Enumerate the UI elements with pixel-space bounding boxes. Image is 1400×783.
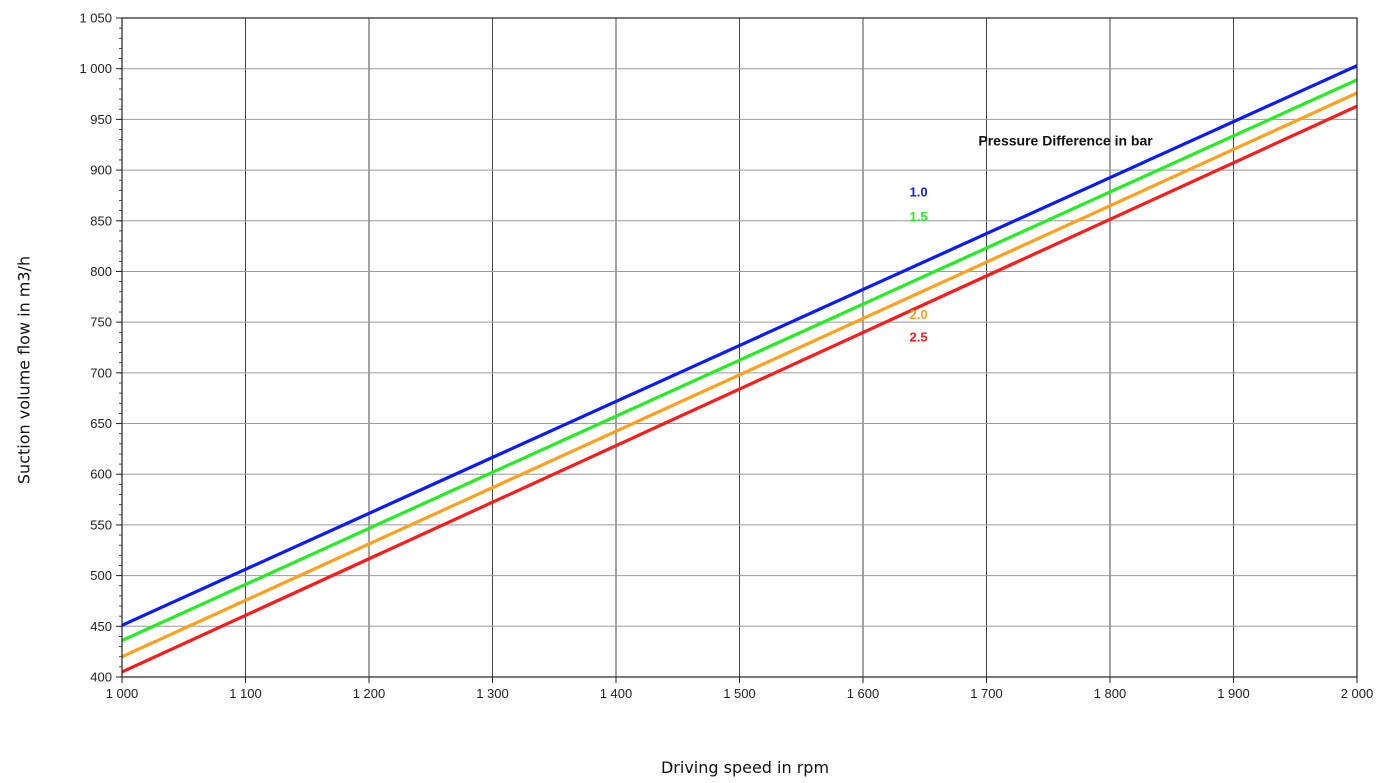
legend: Pressure Difference in bar 1.0 1.5 2.0 2.5 — [910, 133, 1154, 345]
y-tick-label: 900 — [90, 163, 112, 178]
y-tick-label: 1 050 — [79, 11, 112, 26]
y-tick-label: 700 — [90, 365, 112, 380]
x-tick-label: 1 400 — [600, 686, 633, 701]
x-axis-title: Driving speed in rpm — [660, 758, 830, 777]
x-tick-label: 2 000 — [1341, 686, 1374, 701]
y-tick-label: 650 — [90, 416, 112, 431]
legend-title: Pressure Difference in bar — [978, 133, 1153, 149]
x-tick-label: 1 100 — [229, 686, 262, 701]
y-tick-label: 550 — [90, 517, 112, 532]
y-tick-label: 1 000 — [79, 61, 112, 76]
y-tick-label: 400 — [90, 670, 112, 685]
x-tick-label: 1 800 — [1094, 686, 1127, 701]
x-tick-label: 1 600 — [847, 686, 880, 701]
legend-label-1-0: 1.0 — [910, 184, 928, 199]
x-tick-labels: 1 000 1 100 1 200 1 300 1 400 1 500 1 600 1 700… — [106, 686, 1374, 701]
y-tick-label: 600 — [90, 467, 112, 482]
legend-label-2-5: 2.5 — [910, 329, 928, 344]
legend-label-1-5: 1.5 — [910, 209, 928, 224]
plot-frame — [121, 17, 1358, 678]
x-tick-label: 1 700 — [970, 686, 1003, 701]
y-tick-labels: 400 450 500 550 600 650 700 750 800 850 900 950 1 00… — [79, 11, 112, 685]
y-tick-label: 800 — [90, 264, 112, 279]
series-line-1-5 — [121, 78, 1358, 642]
y-tick-label: 450 — [90, 619, 112, 634]
x-tick-label: 1 500 — [723, 686, 756, 701]
legend-label-2-0: 2.0 — [910, 307, 928, 322]
x-tick-label: 1 900 — [1217, 686, 1250, 701]
series-line-2-5 — [121, 104, 1358, 674]
y-tick-label: 750 — [90, 315, 112, 330]
y-axis-title: Suction volume flow in m3/h — [14, 255, 34, 485]
series-lines — [121, 64, 1358, 674]
x-tick-label: 1 300 — [476, 686, 509, 701]
x-tick-label: 1 000 — [106, 686, 139, 701]
series-line-1-0 — [121, 64, 1358, 627]
y-tick-label: 850 — [90, 213, 112, 228]
y-tick-label: 500 — [90, 568, 112, 583]
y-tick-label: 950 — [90, 112, 112, 127]
x-tick-label: 1 200 — [353, 686, 386, 701]
series-line-2-0 — [121, 91, 1358, 659]
grid — [116, 17, 1358, 683]
